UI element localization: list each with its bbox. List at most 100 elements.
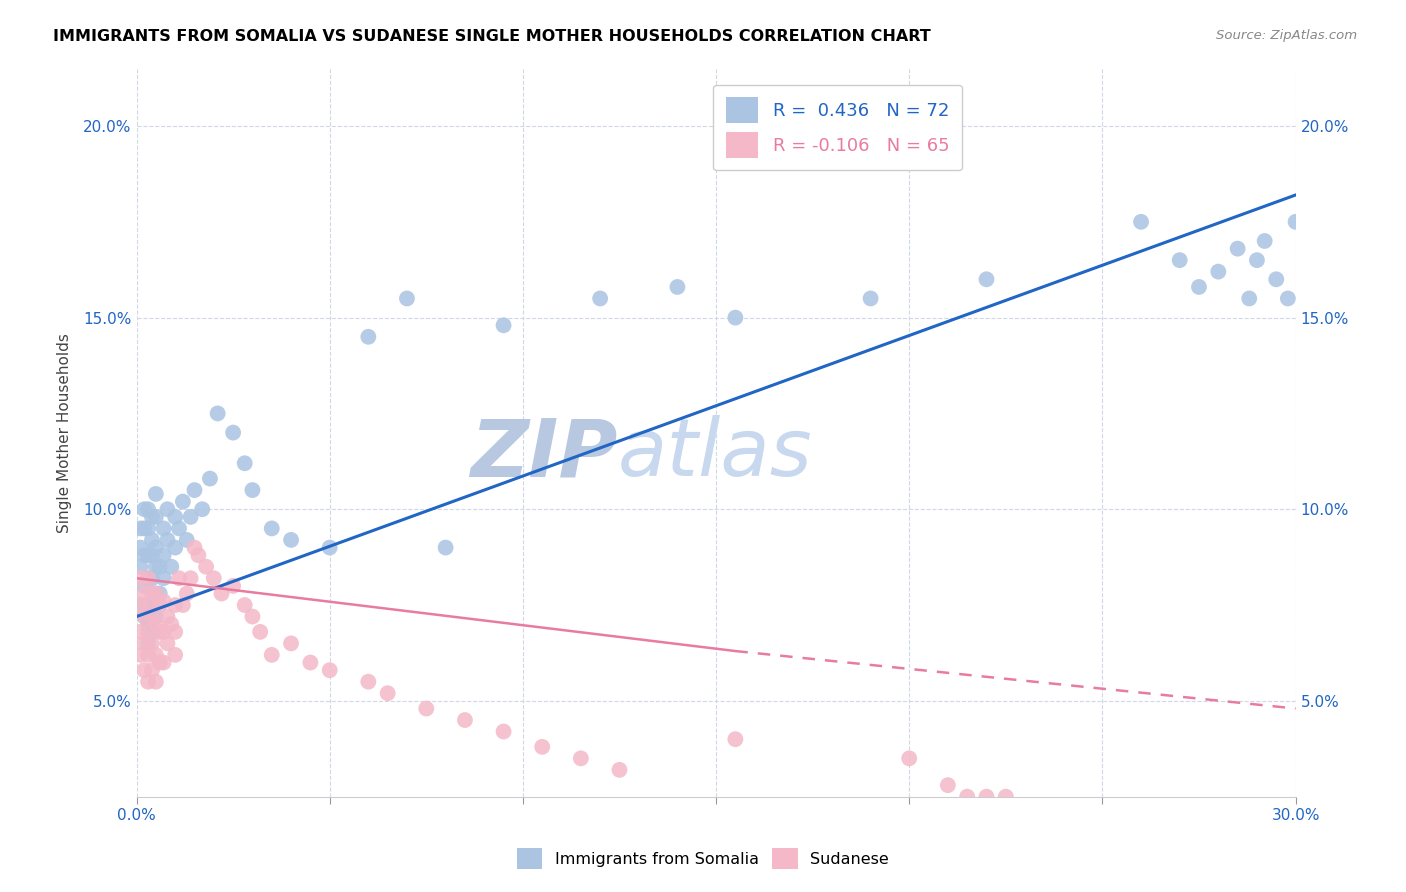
Point [222, 425, 245, 440]
Point [134, 636, 156, 650]
Point [134, 609, 156, 624]
Point [136, 617, 159, 632]
Point [249, 624, 271, 639]
Point [1130, 215, 1153, 229]
Point [879, 150, 901, 164]
Point [936, 778, 959, 792]
Point [172, 494, 194, 508]
Point [129, 541, 152, 555]
Point [165, 624, 187, 639]
Point [145, 586, 167, 600]
Point [129, 571, 152, 585]
Point [136, 674, 159, 689]
Point [156, 533, 179, 547]
Point [207, 406, 229, 420]
Point [160, 559, 183, 574]
Point [377, 686, 399, 700]
Point [222, 579, 245, 593]
Point [145, 674, 167, 689]
Point [172, 598, 194, 612]
Point [141, 586, 163, 600]
Point [260, 648, 283, 662]
Point [141, 663, 163, 677]
Point [152, 624, 174, 639]
Point [129, 559, 152, 574]
Point [357, 674, 380, 689]
Point [149, 559, 172, 574]
Point [145, 487, 167, 501]
Point [492, 724, 515, 739]
Point [134, 502, 156, 516]
Point [1284, 215, 1306, 229]
Point [165, 541, 187, 555]
Point [1253, 234, 1275, 248]
Point [1168, 253, 1191, 268]
Point [187, 548, 209, 562]
Point [191, 502, 214, 516]
Point [156, 636, 179, 650]
Point [129, 598, 152, 612]
Point [666, 280, 689, 294]
Point [1265, 272, 1288, 286]
Point [141, 636, 163, 650]
Point [956, 789, 979, 804]
Point [145, 617, 167, 632]
Point [141, 571, 163, 585]
Point [357, 330, 380, 344]
Point [152, 571, 174, 585]
Point [260, 521, 283, 535]
Point [211, 586, 233, 600]
Point [569, 751, 592, 765]
Point [724, 732, 747, 747]
Point [167, 521, 190, 535]
Point [395, 292, 418, 306]
Point [129, 598, 152, 612]
Point [1226, 242, 1249, 256]
Point [165, 509, 187, 524]
Point [318, 663, 340, 677]
Point [160, 617, 183, 632]
Point [1246, 253, 1268, 268]
Point [299, 656, 322, 670]
Point [129, 624, 152, 639]
Point [141, 548, 163, 562]
Point [198, 472, 221, 486]
Point [1277, 292, 1299, 306]
Point [141, 509, 163, 524]
Point [318, 541, 340, 555]
Point [134, 609, 156, 624]
Point [156, 502, 179, 516]
Point [136, 571, 159, 585]
Point [859, 292, 882, 306]
Point [145, 559, 167, 574]
Point [434, 541, 457, 555]
Point [280, 533, 302, 547]
Text: IMMIGRANTS FROM SOMALIA VS SUDANESE SINGLE MOTHER HOUSEHOLDS CORRELATION CHART: IMMIGRANTS FROM SOMALIA VS SUDANESE SING… [53, 29, 931, 44]
Legend: R =  0.436   N = 72, R = -0.106   N = 65: R = 0.436 N = 72, R = -0.106 N = 65 [713, 85, 962, 170]
Point [454, 713, 477, 727]
Y-axis label: Single Mother Households: Single Mother Households [58, 333, 72, 533]
Point [183, 483, 205, 497]
Text: atlas: atlas [617, 416, 813, 493]
Point [180, 571, 202, 585]
Point [141, 533, 163, 547]
Point [724, 310, 747, 325]
Point [141, 624, 163, 639]
Point [145, 509, 167, 524]
Point [149, 586, 172, 600]
Point [976, 272, 998, 286]
Point [152, 521, 174, 535]
Point [134, 663, 156, 677]
Point [136, 624, 159, 639]
Point [136, 648, 159, 662]
Point [141, 609, 163, 624]
Point [1208, 265, 1230, 279]
Point [994, 789, 1017, 804]
Text: Source: ZipAtlas.com: Source: ZipAtlas.com [1216, 29, 1357, 42]
Point [145, 586, 167, 600]
Point [136, 598, 159, 612]
Text: ZIP: ZIP [470, 416, 617, 493]
Point [242, 609, 264, 624]
Point [149, 656, 172, 670]
Point [531, 739, 554, 754]
